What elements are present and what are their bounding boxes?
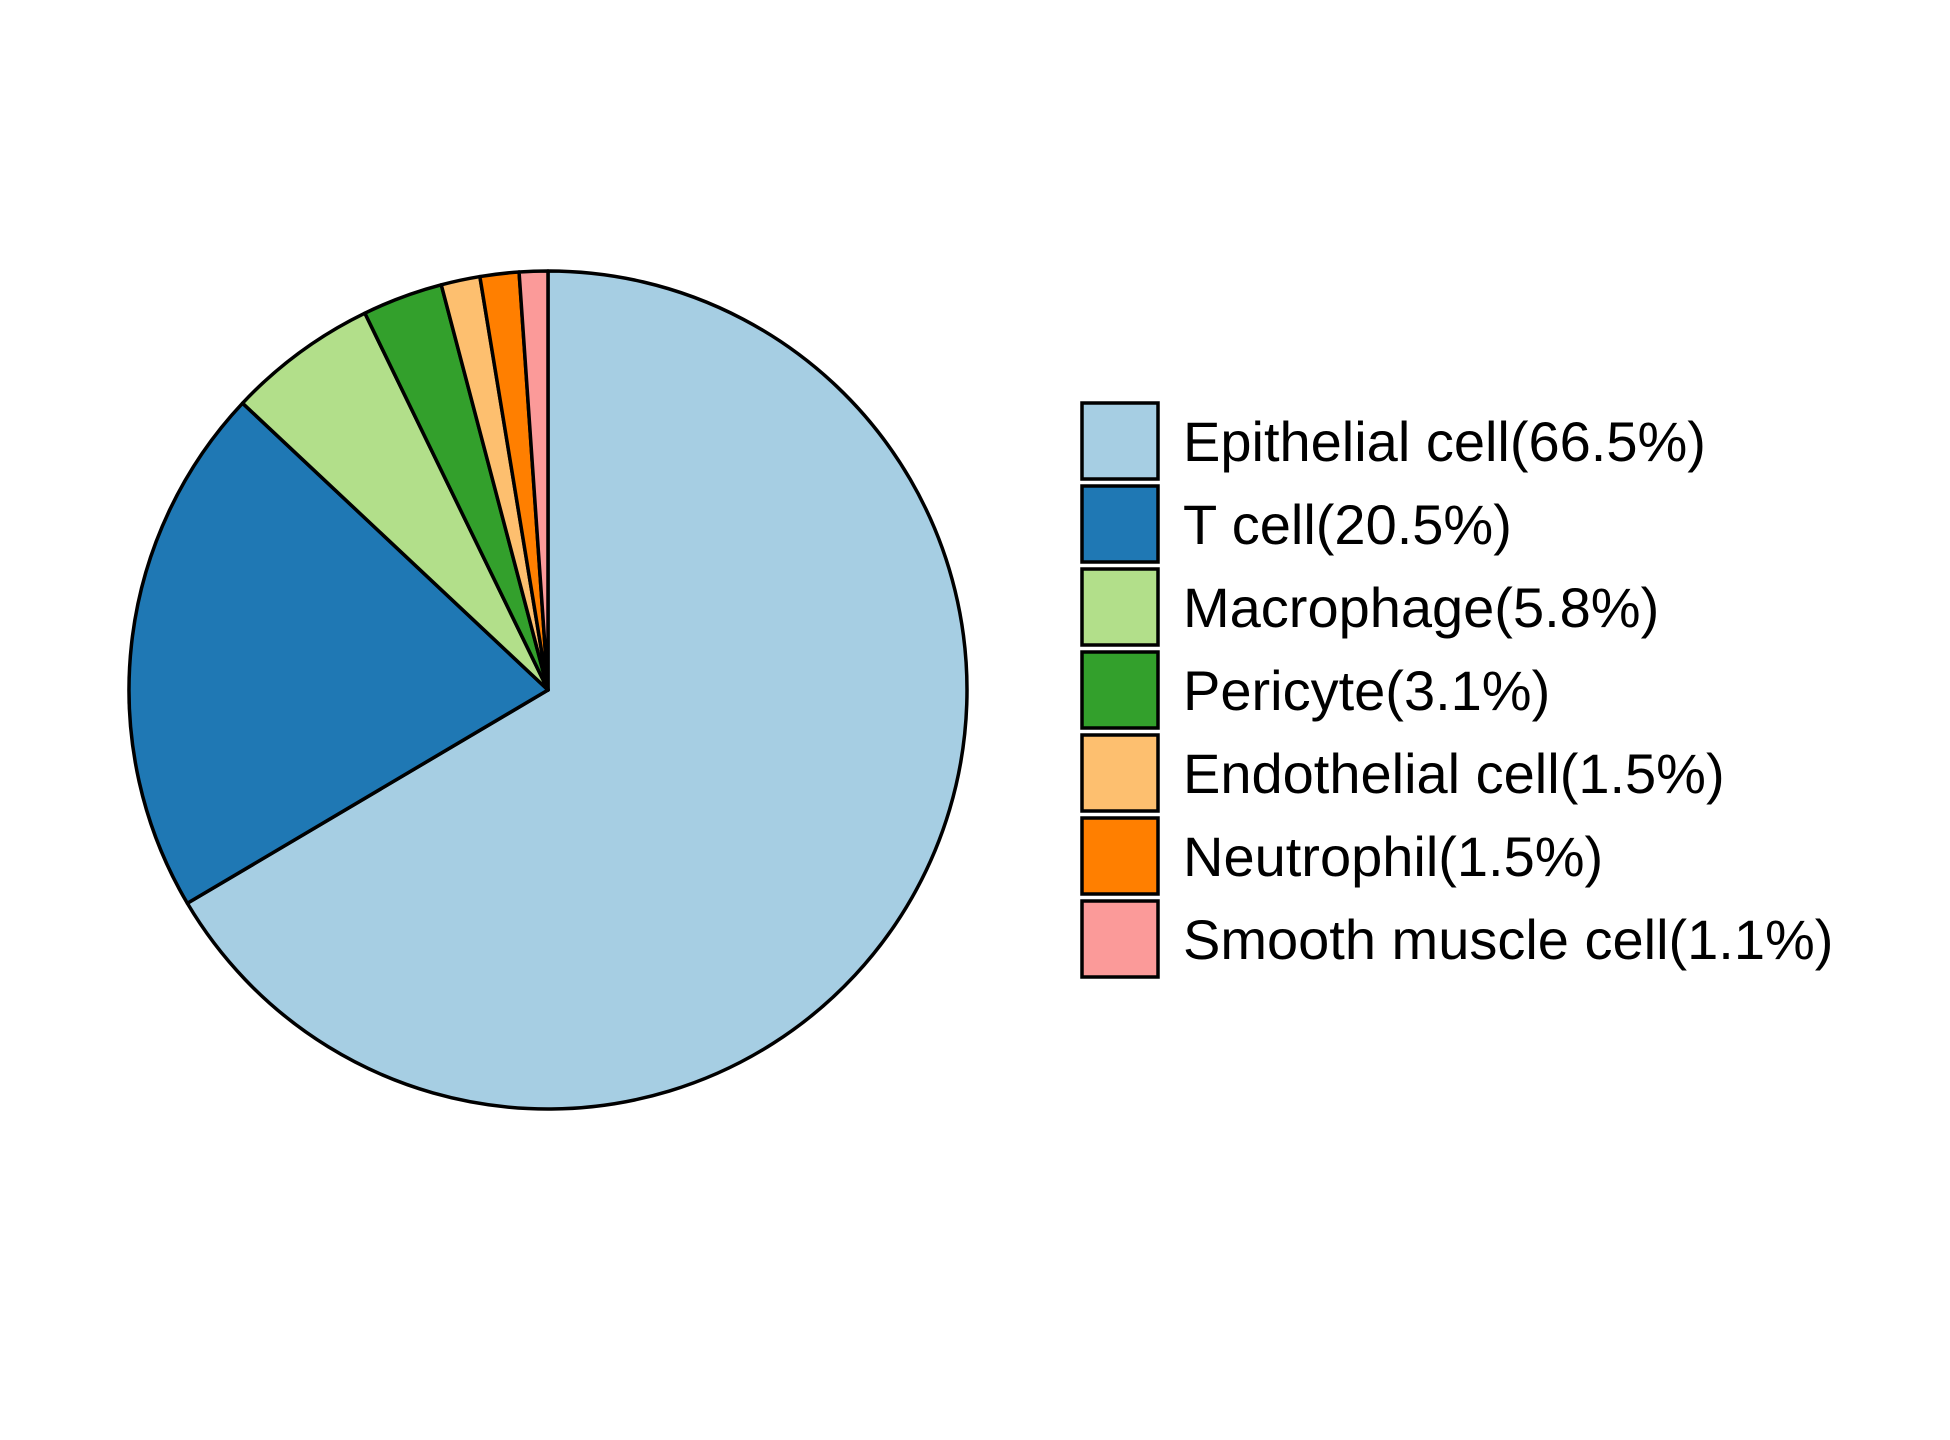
legend-swatch-t-cell	[1080, 484, 1160, 564]
legend-swatch-macrophage	[1080, 567, 1160, 647]
legend-swatch-smooth-muscle-cell	[1080, 899, 1160, 979]
legend-label-pericyte: Pericyte(3.1%)	[1183, 659, 1550, 722]
legend-label-endothelial-cell: Endothelial cell(1.5%)	[1183, 742, 1725, 805]
legend-swatch-neutrophil	[1080, 816, 1160, 896]
pie-slice-macrophage	[240, 311, 550, 692]
legend-label-epithelial-cell: Epithelial cell(66.5%)	[1183, 410, 1706, 473]
legend: Epithelial cell(66.5%) T cell(20.5%) Macro…	[1080, 401, 1833, 979]
legend-label-neutrophil: Neutrophil(1.5%)	[1183, 825, 1603, 888]
legend-label-smooth-muscle-cell: Smooth muscle cell(1.1%)	[1183, 908, 1833, 971]
legend-label-macrophage: Macrophage(5.8%)	[1183, 576, 1659, 639]
legend-swatch-pericyte	[1080, 650, 1160, 730]
pie-slices	[127, 269, 969, 1111]
legend-label-t-cell: T cell(20.5%)	[1183, 493, 1512, 556]
legend-swatch-endothelial-cell	[1080, 733, 1160, 813]
legend-swatch-epithelial-cell	[1080, 401, 1160, 481]
pie-slice-t-cell	[127, 401, 550, 906]
pie-slice-epithelial-cell	[185, 269, 969, 1111]
pie-slice-smooth-muscle-cell	[517, 269, 550, 692]
